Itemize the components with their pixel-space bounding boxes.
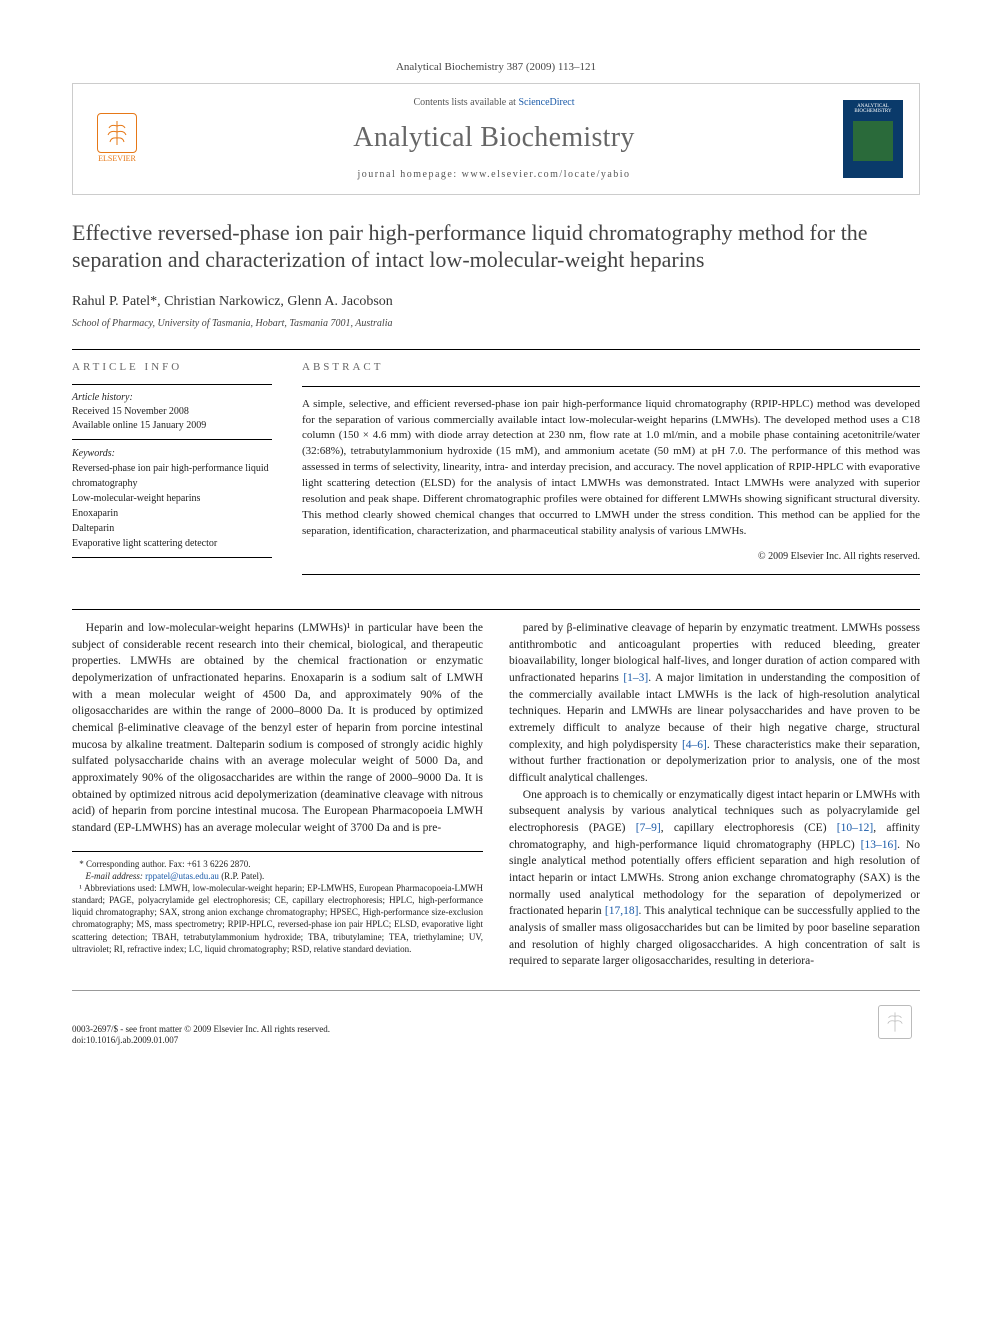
keyword: Evaporative light scattering detector [72, 536, 272, 551]
abstract-text: A simple, selective, and efficient rever… [302, 397, 920, 540]
email-suffix: (R.P. Patel). [219, 871, 264, 881]
sciencedirect-link[interactable]: ScienceDirect [518, 97, 574, 108]
journal-cover-thumb: ANALYTICAL BIOCHEMISTRY [843, 100, 903, 178]
ref-link[interactable]: [7–9] [636, 822, 661, 834]
keyword: Low-molecular-weight heparins [72, 491, 272, 506]
ref-link[interactable]: [13–16] [861, 839, 897, 851]
abbreviations: ¹ Abbreviations used: LMWH, low-molecula… [72, 882, 483, 955]
footer-copyright: 0003-2697/$ - see front matter © 2009 El… [72, 1024, 330, 1036]
article-title: Effective reversed-phase ion pair high-p… [72, 219, 920, 274]
copyright: © 2009 Elsevier Inc. All rights reserved… [302, 550, 920, 564]
body-text: Heparin and low-molecular-weight heparin… [72, 620, 920, 970]
body-p3b: , capillary electrophoresis (CE) [661, 822, 837, 834]
page-footer: 0003-2697/$ - see front matter © 2009 El… [72, 990, 920, 1047]
history-received: Received 15 November 2008 [72, 405, 272, 419]
contents-available: Contents lists available at ScienceDirec… [161, 96, 827, 110]
elsevier-logo: ELSEVIER [89, 107, 145, 171]
ref-link[interactable]: [4–6] [682, 739, 707, 751]
article-info-heading: ARTICLE INFO [72, 360, 272, 375]
ref-link[interactable]: [1–3] [623, 672, 648, 684]
elsevier-footer-logo [870, 997, 920, 1047]
top-citation: Analytical Biochemistry 387 (2009) 113–1… [72, 60, 920, 75]
elsevier-tree-icon [878, 1005, 912, 1039]
keyword: Reversed-phase ion pair high-performance… [72, 461, 272, 491]
cover-image-icon [853, 121, 893, 161]
journal-header: ELSEVIER Contents lists available at Sci… [72, 83, 920, 194]
ref-link[interactable]: [17,18] [605, 905, 639, 917]
homepage-prefix: journal homepage: [357, 169, 461, 180]
elsevier-label: ELSEVIER [98, 153, 136, 164]
divider [72, 349, 920, 350]
journal-name: Analytical Biochemistry [161, 118, 827, 157]
body-p1: Heparin and low-molecular-weight heparin… [72, 622, 483, 834]
abstract-heading: ABSTRACT [302, 360, 920, 375]
elsevier-tree-icon [97, 113, 137, 153]
history-label: Article history: [72, 391, 272, 405]
homepage-url: www.elsevier.com/locate/yabio [462, 169, 631, 180]
contents-prefix: Contents lists available at [413, 97, 518, 108]
keyword: Dalteparin [72, 521, 272, 536]
keyword: Enoxaparin [72, 506, 272, 521]
history-online: Available online 15 January 2009 [72, 419, 272, 433]
ref-link[interactable]: [10–12] [837, 822, 873, 834]
journal-homepage: journal homepage: www.elsevier.com/locat… [161, 168, 827, 182]
footer-doi: doi:10.1016/j.ab.2009.01.007 [72, 1035, 330, 1047]
authors: Rahul P. Patel*, Christian Narkowicz, Gl… [72, 292, 920, 312]
email-label: E-mail address: [86, 871, 146, 881]
email-link[interactable]: rppatel@utas.edu.au [145, 871, 219, 881]
corresponding-author: * Corresponding author. Fax: +61 3 6226 … [72, 858, 483, 870]
affiliation: School of Pharmacy, University of Tasman… [72, 317, 920, 331]
article-info-column: ARTICLE INFO Article history: Received 1… [72, 360, 272, 585]
abstract-column: ABSTRACT A simple, selective, and effici… [302, 360, 920, 585]
cover-title: ANALYTICAL BIOCHEMISTRY [847, 104, 899, 115]
keywords-label: Keywords: [72, 446, 272, 461]
footnotes: * Corresponding author. Fax: +61 3 6226 … [72, 851, 483, 955]
divider [72, 609, 920, 610]
